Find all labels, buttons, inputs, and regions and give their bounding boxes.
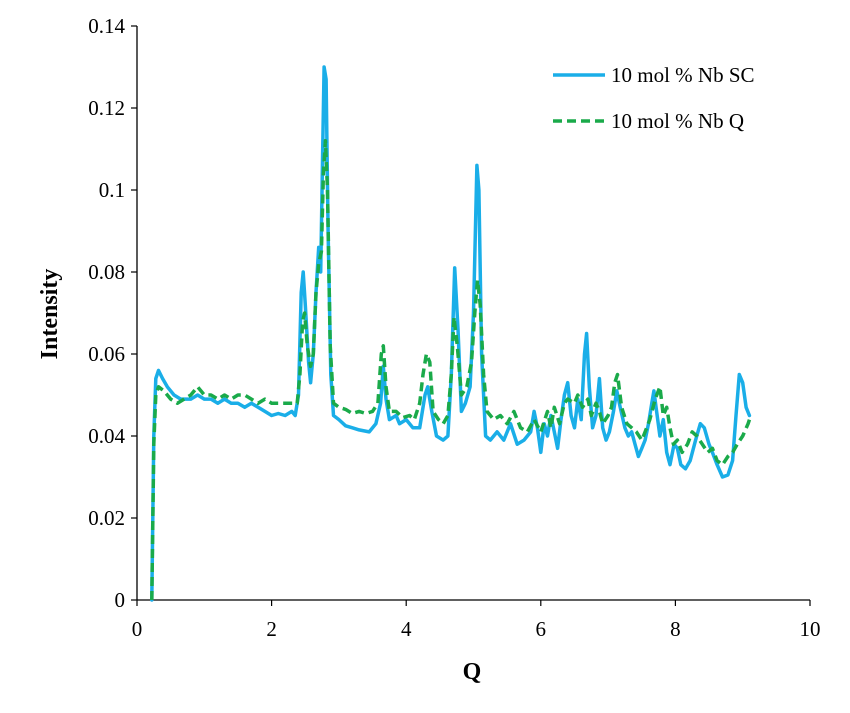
series-layer: [150, 65, 753, 602]
x-axis-title: Q: [463, 659, 482, 685]
y-tick-label: 0.08: [88, 260, 125, 284]
legend-label-sc: 10 mol % Nb SC: [611, 63, 755, 87]
x-tick-label: 6: [536, 617, 547, 641]
y-tick-label: 0.04: [88, 424, 125, 448]
x-tick-label: 2: [266, 617, 277, 641]
x-tick-label: 8: [670, 617, 681, 641]
y-tick-label: 0.12: [88, 96, 125, 120]
series-line-sc: [150, 65, 752, 602]
x-tick-label: 10: [800, 617, 821, 641]
series-line-q: [150, 139, 753, 601]
legend: 10 mol % Nb SC 10 mol % Nb Q: [553, 63, 755, 133]
y-tick-label: 0.14: [88, 14, 125, 38]
y-tick-label: 0.1: [99, 178, 125, 202]
y-tick-label: 0: [115, 588, 126, 612]
x-tick-label: 0: [132, 617, 143, 641]
y-tick-label: 0.06: [88, 342, 125, 366]
legend-label-q: 10 mol % Nb Q: [611, 109, 744, 133]
y-axis-title: Intensity: [37, 269, 63, 360]
x-axis: 0 2 4 6 8 10: [132, 599, 821, 641]
legend-item-sc: 10 mol % Nb SC: [553, 63, 755, 87]
y-tick-label: 0.02: [88, 506, 125, 530]
y-axis: 0 0.02 0.04 0.06 0.08 0.1 0.12 0.14: [88, 14, 138, 612]
legend-item-q: 10 mol % Nb Q: [553, 109, 744, 133]
x-tick-label: 4: [401, 617, 412, 641]
